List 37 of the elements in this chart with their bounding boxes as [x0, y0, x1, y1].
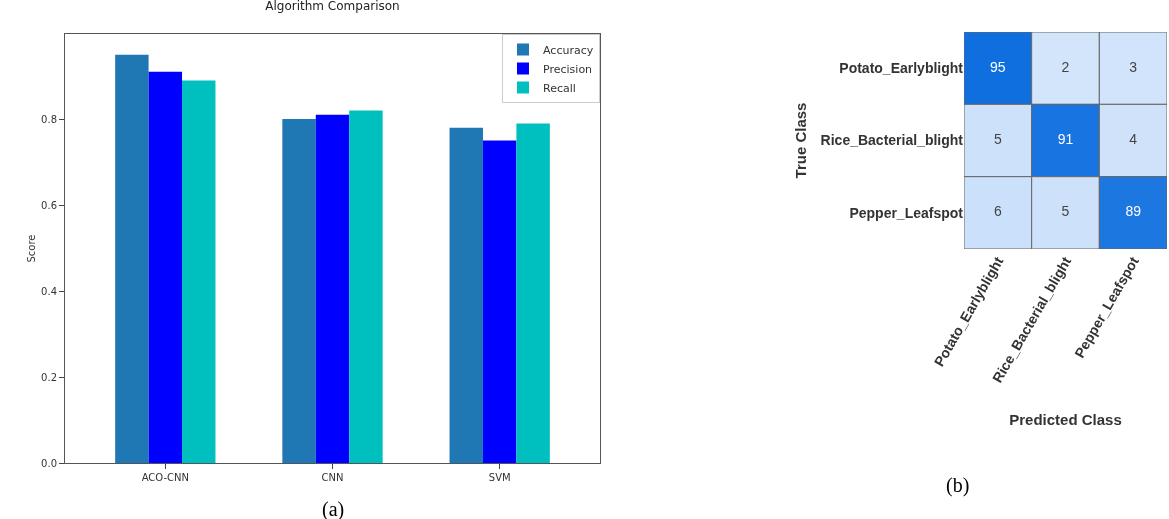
y-tick-label: 0.0	[41, 457, 57, 469]
data-label: 6	[993, 203, 1002, 220]
y-tick-label: 0.4	[41, 285, 57, 297]
bar	[449, 127, 483, 463]
data-label: 91	[1057, 131, 1074, 147]
y-tick-label: Pepper_Leafspot	[849, 204, 964, 221]
bar	[315, 114, 350, 463]
x-tick-label: CNN	[321, 472, 344, 483]
y-tick-label: 0.2	[41, 371, 57, 383]
bar	[349, 110, 383, 463]
data-label: 89	[1125, 203, 1142, 220]
data-label: 95	[990, 58, 1006, 75]
data-label: 2	[1061, 58, 1070, 75]
bar	[182, 80, 216, 463]
bar	[148, 71, 183, 463]
data-label: 4	[1129, 131, 1138, 147]
y-axis-title: True Class	[791, 102, 809, 179]
bar	[282, 119, 316, 463]
data-label: 5	[993, 131, 1002, 147]
y-axis-title: Score	[26, 234, 37, 263]
bar	[482, 140, 517, 463]
bar	[516, 123, 550, 463]
bar	[115, 54, 149, 463]
y-tick-label: Rice_Bacterial_blight	[820, 132, 964, 149]
y-tick-label: Potato_Earlyblight	[839, 60, 964, 77]
y-tick-label: 0.6	[41, 199, 57, 211]
x-axis-title: Predicted Class	[1009, 411, 1122, 429]
legend-label: Precision	[543, 62, 593, 76]
x-tick-label: ACO-CNN	[141, 472, 189, 483]
chart-title: Algorithm Comparison	[265, 0, 400, 14]
y-tick-label: 0.8	[41, 113, 57, 125]
legend-label: Recall	[543, 81, 576, 95]
data-label: 5	[1061, 203, 1070, 220]
data-label: 3	[1129, 58, 1138, 75]
legend-label: Accuracy	[543, 43, 594, 57]
x-tick-label: SVM	[488, 472, 511, 483]
text: (b)	[946, 474, 970, 497]
